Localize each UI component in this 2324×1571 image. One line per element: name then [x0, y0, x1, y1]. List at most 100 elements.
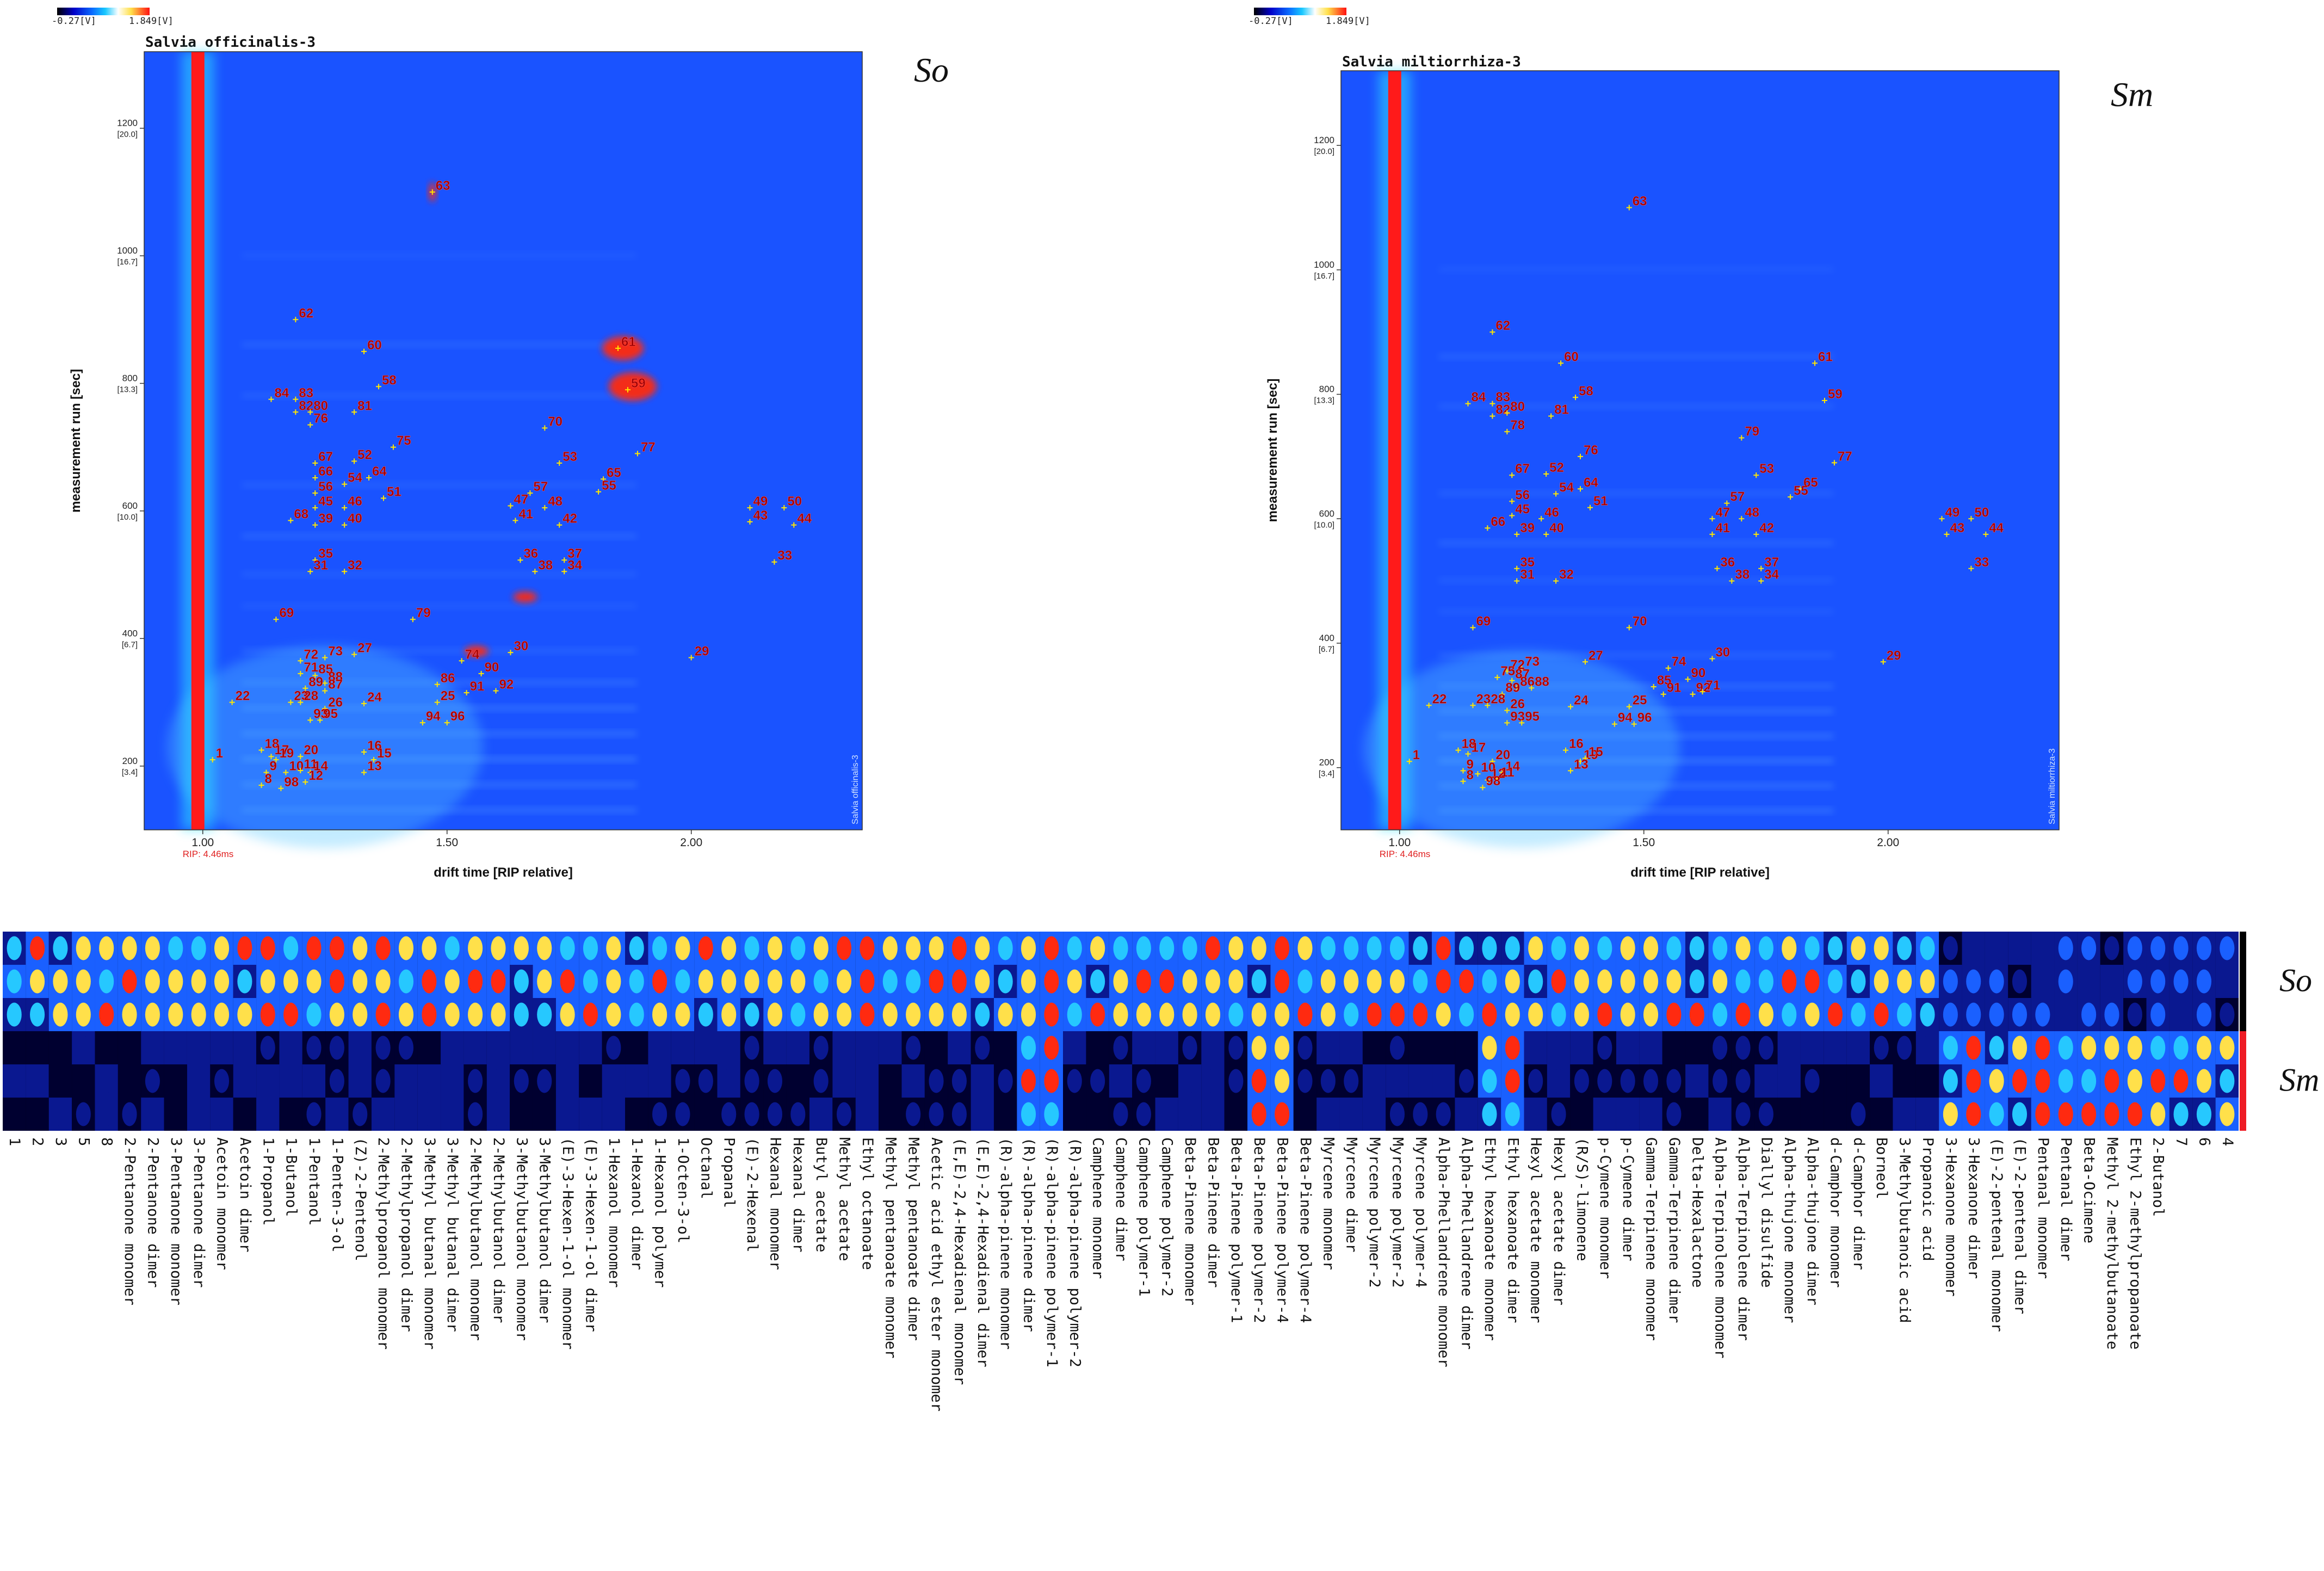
fingerprint-spot — [145, 936, 160, 960]
fingerprint-spot — [860, 1036, 875, 1060]
peak-label: 77 — [641, 440, 656, 454]
fingerprint-spot — [191, 1036, 206, 1060]
fingerprint-spot — [813, 1069, 829, 1093]
peak-label: 62 — [299, 306, 313, 321]
column-label: Camphene dimer — [1112, 1137, 1129, 1261]
peak-marker — [1665, 665, 1671, 671]
peak-marker — [1480, 785, 1486, 791]
fingerprint-spot — [1367, 1102, 1382, 1126]
fingerprint-spot — [1920, 969, 1935, 994]
fingerprint-spot — [375, 936, 391, 960]
peak-label: 8 — [265, 772, 272, 786]
peak-label: 94 — [1618, 711, 1633, 725]
fingerprint-spot — [514, 969, 529, 994]
fingerprint-spot — [1782, 1036, 1797, 1060]
fingerprint-spot — [491, 969, 506, 994]
fingerprint-spot — [1528, 1002, 1543, 1027]
fingerprint-spot — [790, 969, 806, 994]
fingerprint-spot — [1574, 969, 1589, 994]
column-label: Beta-Pinene monomer — [1182, 1137, 1198, 1305]
fingerprint-spot — [353, 1002, 368, 1027]
fingerprint-spot — [468, 1002, 483, 1027]
fingerprint-spot — [1505, 1102, 1520, 1126]
fingerprint-spot — [1597, 1069, 1612, 1093]
column-label: Beta-Pinene polymer-1 — [1228, 1137, 1245, 1323]
peak-label: 11 — [304, 757, 317, 772]
peak-marker — [1880, 659, 1886, 665]
fingerprint-spot — [2035, 1036, 2050, 1060]
fingerprint-spot — [1620, 936, 1635, 960]
fingerprint-spot — [1436, 1069, 1451, 1093]
column-label: Camphene polymer-1 — [1135, 1137, 1152, 1297]
peak-label: 92 — [1696, 681, 1711, 695]
peak-marker — [322, 680, 328, 686]
fingerprint-spot — [860, 1069, 875, 1093]
fingerprint-spot — [1643, 1036, 1659, 1060]
fingerprint-spot — [882, 1036, 898, 1060]
fingerprint-spot — [1758, 969, 1773, 994]
peak-label: 74 — [465, 647, 480, 662]
column-label: Alpha-Terpinolene dimer — [1735, 1137, 1752, 1341]
fingerprint-spot — [583, 1069, 598, 1093]
fingerprint-spot — [76, 969, 91, 994]
fingerprint-spot — [444, 969, 460, 994]
fingerprint-spot — [99, 1102, 114, 1126]
peak-label: 22 — [1432, 692, 1447, 706]
column-label: (R)-alpha-pinene polymer-2 — [1066, 1137, 1083, 1367]
fingerprint-spot — [329, 1036, 344, 1060]
fingerprint-spot — [2150, 936, 2166, 960]
peak-label: 83 — [299, 386, 313, 401]
fingerprint-spot — [1275, 1002, 1290, 1027]
fingerprint-spot — [1205, 1069, 1221, 1093]
peak-label: 79 — [1745, 424, 1759, 439]
peak-marker — [444, 720, 450, 726]
fingerprint-spot — [1389, 969, 1405, 994]
peak-marker — [302, 779, 308, 785]
fingerprint-spot — [29, 1069, 45, 1093]
fingerprint-spot — [998, 1002, 1013, 1027]
y-tick-minutes: [6.7] — [122, 640, 138, 649]
fingerprint-spot — [1021, 1036, 1036, 1060]
peak-label: 26 — [1510, 697, 1525, 711]
fingerprint-spot — [906, 1036, 921, 1060]
fingerprint-spot — [1851, 1002, 1866, 1027]
fingerprint-spot — [813, 1002, 829, 1027]
fingerprint-spot — [375, 969, 391, 994]
fingerprint-spot — [1505, 1069, 1520, 1093]
peak-label: 72 — [1510, 657, 1525, 672]
fingerprint-spot — [283, 969, 299, 994]
fingerprint-spot — [514, 936, 529, 960]
fingerprint-spot — [1482, 936, 1497, 960]
plot-frame — [144, 51, 863, 830]
fingerprint-spot — [2150, 1069, 2166, 1093]
fingerprint-spot — [1459, 969, 1474, 994]
fingerprint-spot — [560, 969, 575, 994]
fingerprint-spot — [583, 1102, 598, 1126]
fingerprint-spot — [1413, 936, 1428, 960]
fingerprint-spot — [2035, 936, 2050, 960]
fingerprint-spot — [975, 1069, 990, 1093]
peak-marker — [1509, 677, 1515, 683]
peak-marker — [1514, 685, 1520, 691]
fingerprint-spot — [53, 1102, 68, 1126]
fingerprint-spot — [1735, 1002, 1751, 1027]
fingerprint-spot — [1344, 1102, 1359, 1126]
peak-label: 19 — [279, 746, 294, 761]
fingerprint-spot — [1413, 1002, 1428, 1027]
fingerprint-spot — [1920, 1102, 1935, 1126]
peak-marker — [342, 481, 348, 487]
fingerprint-spot — [1758, 1102, 1773, 1126]
fingerprint-spot — [860, 936, 875, 960]
column-label: Beta-Pinene dimer — [1204, 1137, 1221, 1287]
x-tick-label: 1.50 — [1633, 836, 1655, 849]
peak-marker — [1485, 525, 1491, 531]
column-label: Pentanal monomer — [2035, 1137, 2051, 1279]
fingerprint-spot — [1436, 1036, 1451, 1060]
fingerprint-spot — [629, 936, 644, 960]
fingerprint-spot — [1966, 936, 1981, 960]
peak-label: 95 — [1525, 709, 1540, 724]
fingerprint-spot — [514, 1002, 529, 1027]
fingerprint-spot — [1459, 1002, 1474, 1027]
peak-marker — [1455, 747, 1461, 753]
peak-marker — [1753, 472, 1759, 478]
